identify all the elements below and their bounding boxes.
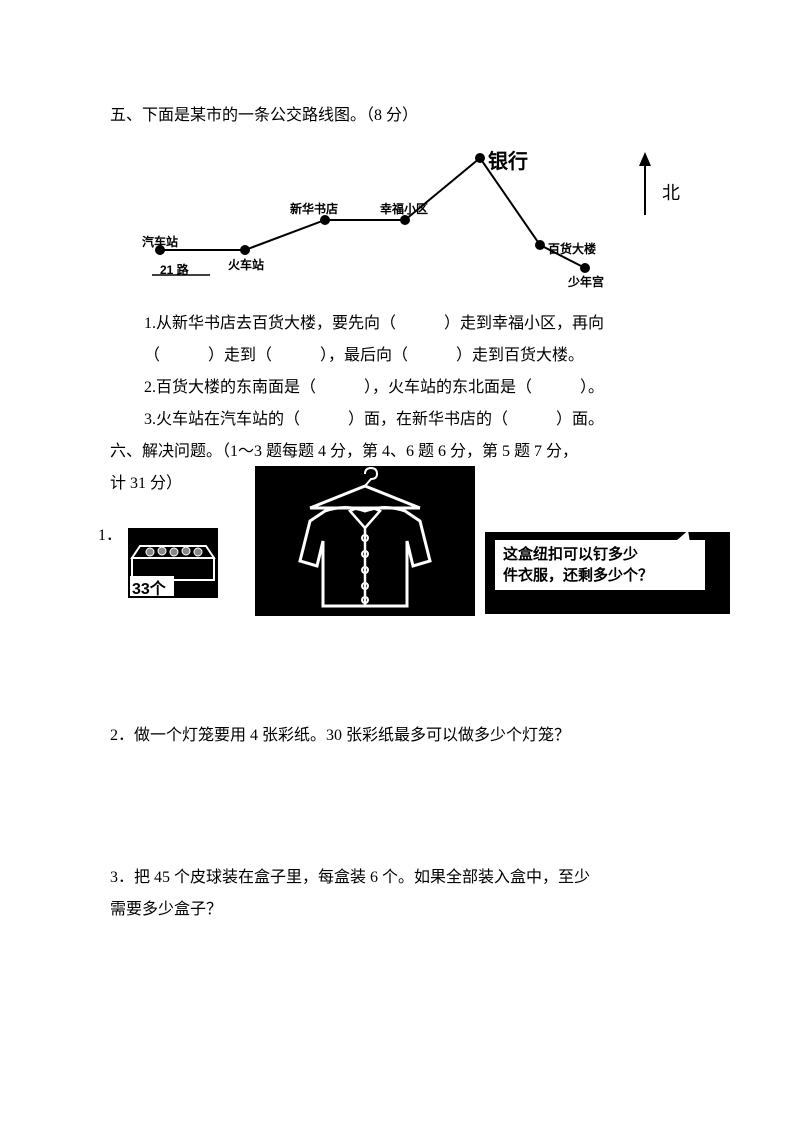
bead2-icon [158, 547, 166, 555]
node-bank [475, 153, 485, 163]
s5-q3: 3.火车站在汽车站的（ ）面，在新华书店的（ ）面。 [110, 404, 683, 436]
s5-q1b: （ ）走到（ ），最后向（ ）走到百货大楼。 [110, 340, 683, 372]
label-community: 幸福小区 [380, 197, 428, 221]
spacer2 [110, 752, 683, 862]
label-north: 北 [662, 175, 680, 211]
spacer1 [110, 620, 683, 720]
s6-q3b: 需要多少盒子？ [110, 894, 683, 926]
label-route21: 21 路 [160, 258, 189, 282]
bead5-icon [194, 548, 202, 556]
s5-q2: 2.百货大楼的东南面是（ ），火车站的东北面是（ ）。 [110, 372, 683, 404]
bead1-icon [146, 548, 154, 556]
bead4-icon [182, 547, 190, 555]
s6-q2: 2．做一个灯笼要用 4 张彩纸。30 张彩纸最多可以做多少个灯笼？ [110, 720, 683, 752]
section5-title: 五、下面是某市的一条公交路线图。（8 分） [110, 100, 683, 132]
bead3-icon [170, 548, 178, 556]
label-bookstore: 新华书店 [290, 197, 338, 221]
hanger-hook-icon [365, 468, 377, 486]
section6-title-b: 计 31 分） [110, 475, 182, 492]
north-arrow-head [639, 152, 651, 166]
count-label: 33个 [132, 574, 166, 606]
s5-q1a: 1.从新华书店去百货大楼，要先向（ ）走到幸福小区，再向 [110, 308, 683, 340]
section6-title-a: 六、解决问题。（1～3 题每题 4 分，第 4、6 题 6 分，第 5 题 7 … [110, 436, 683, 468]
label-bank: 银行 [488, 142, 528, 182]
label-train: 火车站 [228, 253, 264, 277]
button-box-image: 33个 [128, 528, 218, 598]
q1-number: 1． [98, 520, 122, 552]
label-youth: 少年宫 [568, 270, 604, 294]
label-bus: 汽车站 [142, 230, 178, 254]
s6-q3a: 3．把 45 个皮球装在盒子里，每盒装 6 个。如果全部装入盒中，至少 [110, 862, 683, 894]
bus-route-diagram: 汽车站 火车站 新华书店 幸福小区 银行 百货大楼 少年宫 21 路 北 [130, 140, 680, 300]
label-dept: 百货大楼 [548, 237, 596, 261]
node-dept [535, 240, 545, 250]
